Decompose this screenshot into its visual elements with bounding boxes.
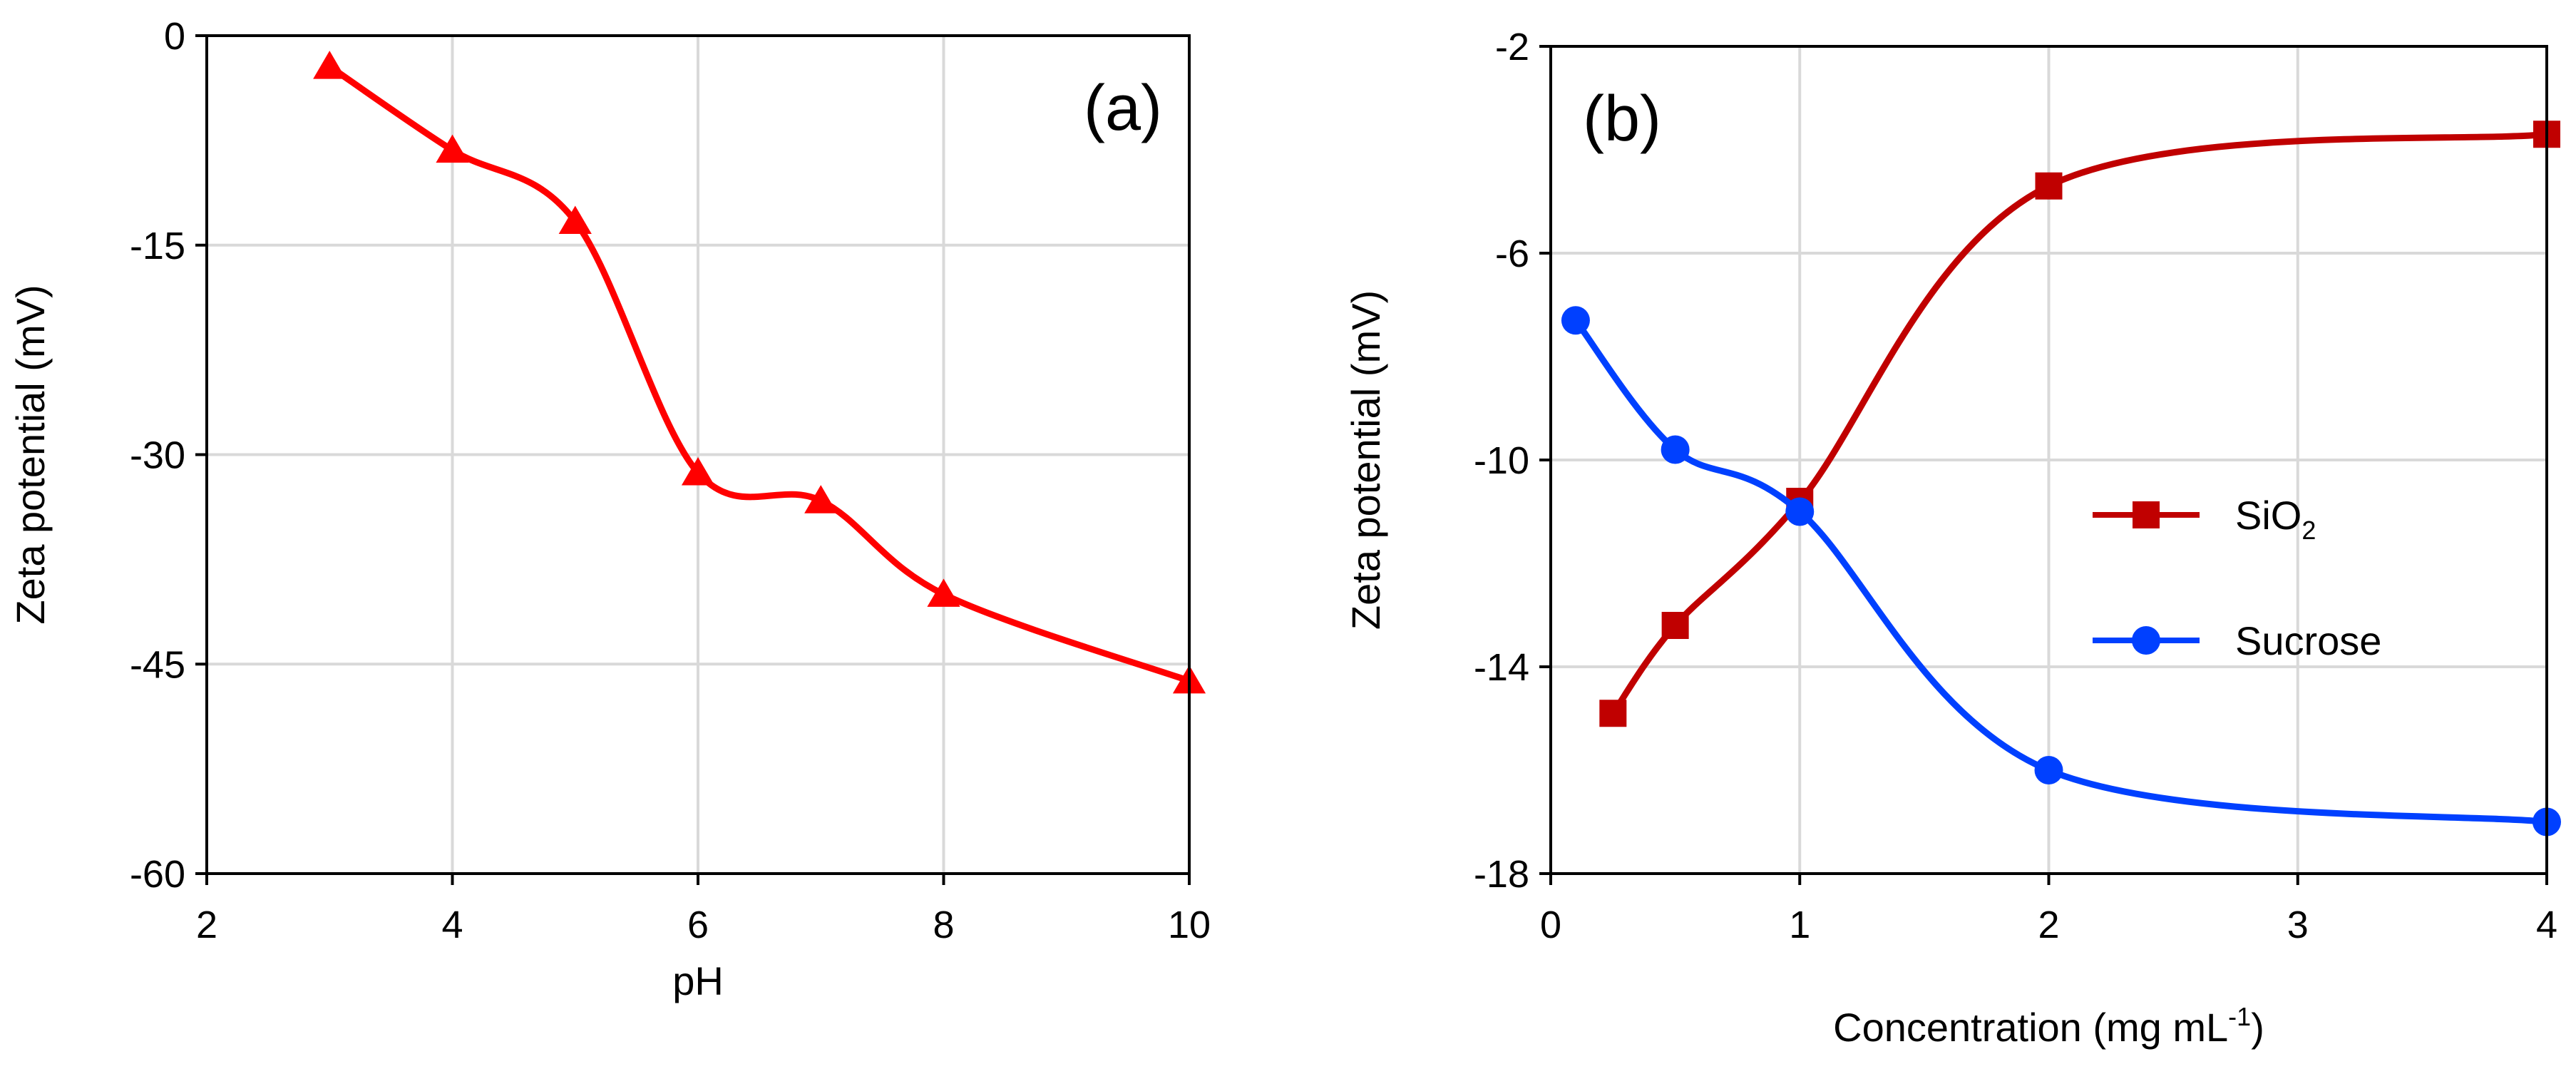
legend-sio2-label: SiO2	[2235, 493, 2316, 545]
panel-a-x-tick-label: 10	[1168, 904, 1211, 946]
panel-b-x-tick-label: 1	[1789, 904, 1810, 946]
panel-b-series-0-point	[1599, 700, 1627, 727]
panel-a-x-tick-label: 4	[441, 904, 463, 946]
panel-a-y-tick-label: -45	[130, 643, 185, 686]
panel-b-x-tick-label: 2	[2038, 904, 2059, 946]
panel-b-plot-frame	[1549, 45, 2548, 875]
panel-b-y-tick-label: -2	[1495, 26, 1529, 68]
legend-sio2-marker	[2133, 501, 2160, 528]
panel-a-plot-frame	[205, 34, 1191, 875]
panel-a-y-tick-label: -30	[130, 434, 185, 477]
panel-b-y-tick-label: -18	[1474, 853, 1529, 896]
legend-sio2-label-sub: 2	[2302, 516, 2316, 545]
panel-b-series-1-point	[1785, 497, 1815, 526]
panel-b-x-tick-label: 4	[2536, 904, 2557, 946]
panel-a-y-tick-label: -60	[130, 853, 185, 896]
panel-b-y-tick-label: -10	[1474, 439, 1529, 482]
panel-a-x-ticks: 2 4 6 8 10	[196, 874, 1211, 946]
panel-a-series-0-point	[681, 456, 715, 486]
panel-a-series-0-point	[927, 578, 960, 607]
panel-b-y-axis-label: Zeta potential (mV)	[1343, 290, 1388, 630]
legend-sucrose-marker	[2132, 626, 2160, 655]
panel-b-x-ticks: 0 1 2 3 4	[1540, 874, 2557, 946]
panel-b-series-1-point	[1661, 435, 1690, 464]
panel-b-series	[1561, 121, 2561, 837]
panel-b-series-1-point	[2034, 756, 2063, 784]
panel-b-series-0-line	[1609, 131, 2550, 717]
panel-a-grid	[207, 36, 1189, 874]
panel-a-x-axis-label: pH	[672, 958, 724, 1003]
panel-b-series-0-point	[2035, 172, 2063, 200]
panel-b: 0 1 2 3 4 -2 -6 -10 -14 -18 (b) Concentration (m…	[1343, 26, 2561, 1050]
panel-b-x-axis-label-sup: -1	[2228, 1002, 2251, 1031]
panel-b-legend: SiO2 Sucrose	[2093, 493, 2381, 663]
panel-a-series-0-point	[313, 51, 347, 79]
panel-a-label: (a)	[1084, 73, 1162, 144]
panel-b-y-tick-label: -14	[1474, 646, 1529, 689]
panel-a-x-tick-label: 8	[933, 904, 954, 946]
panel-b-series-1-point	[1561, 306, 1590, 335]
panel-a-y-tick-label: -15	[130, 225, 185, 267]
panel-a-y-ticks: 0 -15 -30 -45 -60	[130, 15, 207, 896]
panel-a-series	[313, 51, 1206, 694]
legend-sucrose-label: Sucrose	[2235, 618, 2381, 663]
panel-a-y-axis-label: Zeta potential (mV)	[8, 285, 53, 624]
legend-item-sucrose: Sucrose	[2093, 618, 2381, 663]
panel-b-x-axis-label: Concentration (mg mL-1)	[1833, 1002, 2264, 1050]
panel-a-x-tick-label: 2	[196, 904, 217, 946]
panel-b-x-tick-label: 0	[1540, 904, 1561, 946]
panel-a-y-tick-label: 0	[164, 15, 185, 58]
panel-a-x-tick-label: 6	[687, 904, 709, 946]
panel-b-x-axis-label-end: )	[2251, 1005, 2264, 1050]
panel-a-series-0-point	[558, 205, 592, 235]
panel-b-series-0-point	[1661, 612, 1689, 639]
panel-a-series-0-point	[804, 485, 838, 513]
panel-b-grid	[1551, 46, 2547, 874]
panel-b-y-ticks: -2 -6 -10 -14 -18	[1474, 26, 1551, 896]
panel-a: 2 4 6 8 10 0 -15 -30 -45 -60 (a) pH Zeta potenti…	[8, 15, 1211, 1003]
panel-b-x-axis-label-main: Concentration (mg mL	[1833, 1005, 2228, 1050]
legend-item-sio2: SiO2	[2093, 493, 2316, 545]
panel-b-y-tick-label: -6	[1495, 232, 1529, 275]
legend-sio2-label-main: SiO	[2235, 493, 2302, 538]
panel-b-series-1-line	[1572, 317, 2550, 825]
panel-b-label: (b)	[1583, 83, 1661, 155]
panel-a-series-0-point	[436, 134, 469, 163]
panel-b-x-tick-label: 3	[2287, 904, 2309, 946]
